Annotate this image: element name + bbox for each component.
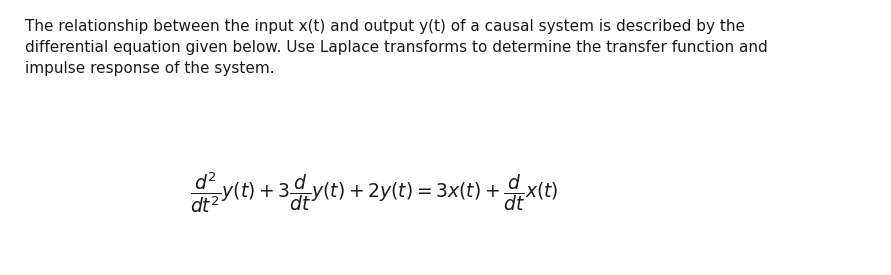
Text: The relationship between the input x(t) and output y(t) of a causal system is de: The relationship between the input x(t) … (25, 19, 768, 76)
Text: $\dfrac{d^2}{dt^2}y(t) + 3\dfrac{d}{dt}y(t) + 2y(t) = 3x(t) + \dfrac{d}{dt}x(t)$: $\dfrac{d^2}{dt^2}y(t) + 3\dfrac{d}{dt}y… (190, 170, 559, 215)
